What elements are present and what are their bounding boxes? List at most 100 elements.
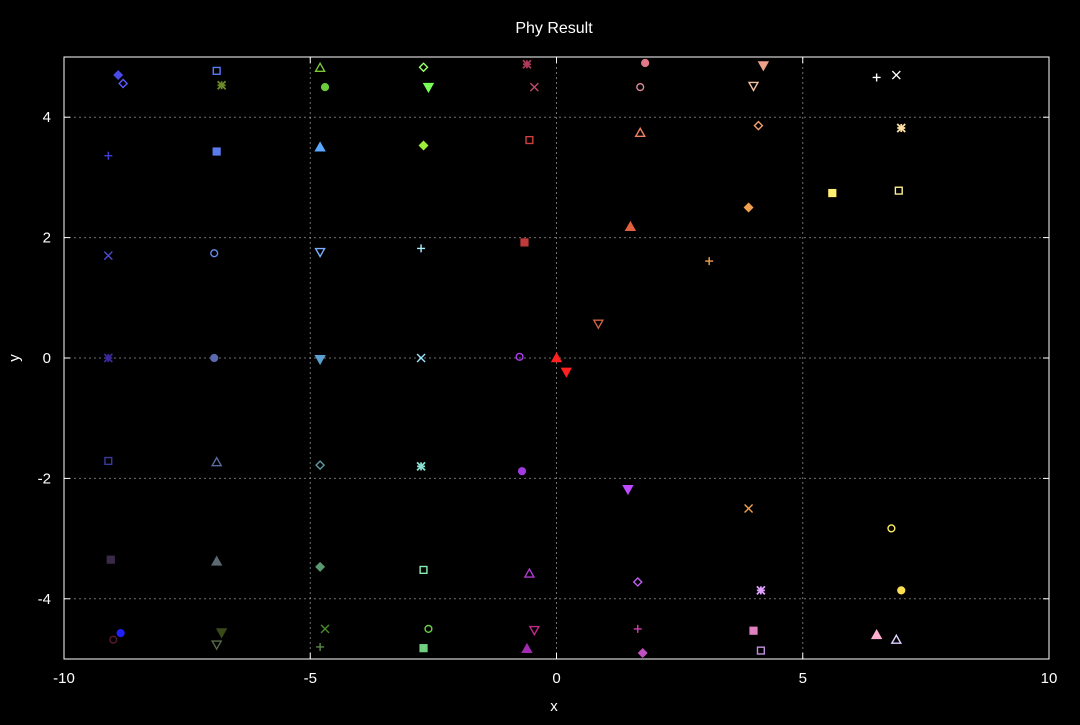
data-point	[314, 141, 326, 152]
point-marker	[624, 220, 637, 231]
x-axis-label: x	[550, 698, 558, 715]
y-tick-label: 2	[43, 230, 51, 247]
data-point	[897, 586, 906, 595]
point-marker	[520, 238, 529, 247]
data-point	[641, 58, 650, 68]
data-point	[215, 628, 228, 639]
data-point	[756, 646, 765, 655]
point-marker	[416, 353, 426, 363]
data-point	[216, 80, 227, 90]
point-marker	[315, 561, 326, 572]
y-tick-label: 0	[43, 350, 51, 367]
point-marker	[314, 61, 326, 73]
point-marker	[641, 58, 650, 68]
data-point	[872, 73, 881, 82]
point-marker	[757, 61, 770, 72]
data-point	[747, 81, 760, 92]
data-point	[320, 82, 330, 92]
data-point	[624, 220, 637, 231]
point-marker	[517, 467, 527, 476]
data-point	[210, 353, 219, 363]
data-point	[103, 251, 113, 261]
point-marker	[872, 73, 881, 82]
data-point	[756, 585, 766, 596]
point-marker	[418, 62, 429, 73]
data-point	[828, 188, 837, 198]
data-point	[887, 524, 896, 533]
point-marker	[622, 485, 634, 496]
point-marker	[109, 635, 118, 644]
data-point	[417, 244, 426, 253]
point-marker	[529, 82, 539, 92]
point-marker	[743, 202, 754, 213]
point-marker	[890, 633, 903, 644]
point-marker	[104, 456, 113, 466]
data-point	[106, 555, 115, 564]
point-marker	[419, 565, 428, 575]
data-point	[520, 238, 529, 247]
tick-labels: -10 -5 0 5 10 -4 -2 0 2 4	[38, 109, 1058, 687]
data-point	[870, 628, 883, 640]
point-marker	[210, 640, 223, 651]
point-marker	[637, 647, 648, 658]
data-point	[320, 624, 330, 634]
data-point	[314, 247, 326, 258]
point-marker	[212, 66, 221, 75]
point-marker	[521, 642, 533, 653]
data-point	[104, 456, 113, 466]
point-marker	[632, 576, 643, 587]
point-marker	[560, 367, 573, 378]
data-point	[416, 461, 426, 471]
chart-title: Phy Result	[515, 20, 593, 37]
data-point	[315, 460, 326, 471]
data-point	[419, 565, 428, 575]
data-point	[517, 467, 527, 476]
data-point	[104, 151, 113, 160]
data-point	[705, 257, 714, 266]
data-point	[210, 456, 223, 467]
x-tick-label: -10	[53, 670, 75, 687]
data-point	[424, 624, 433, 634]
point-marker	[118, 78, 129, 89]
data-point	[523, 567, 536, 578]
point-marker	[113, 70, 124, 81]
data-point	[116, 629, 125, 638]
data-point	[212, 66, 221, 75]
point-marker	[705, 257, 714, 266]
data-point	[753, 120, 764, 131]
point-marker	[870, 628, 883, 640]
data-point	[210, 249, 219, 258]
point-marker	[418, 140, 429, 151]
data-point	[529, 82, 539, 92]
data-point	[212, 147, 221, 156]
data-point	[316, 642, 325, 651]
x-tick-label: 10	[1041, 670, 1058, 687]
data-point	[522, 59, 532, 69]
point-marker	[887, 524, 896, 533]
y-axis-label: y	[6, 354, 23, 362]
point-marker	[633, 624, 642, 633]
point-marker	[897, 586, 906, 595]
data-point	[422, 82, 435, 94]
data-point	[521, 642, 533, 653]
point-marker	[103, 353, 113, 363]
point-marker	[749, 626, 758, 635]
data-point	[896, 123, 906, 133]
point-marker	[104, 151, 113, 160]
data-point	[622, 485, 634, 496]
point-marker	[210, 555, 223, 566]
point-marker	[416, 461, 426, 471]
point-marker	[896, 123, 906, 133]
data-point	[315, 561, 326, 572]
data-point	[210, 640, 223, 651]
point-marker	[550, 352, 563, 363]
point-marker	[747, 81, 760, 92]
point-marker	[215, 628, 228, 639]
data-point	[744, 504, 754, 513]
point-marker	[320, 624, 330, 634]
data-point	[636, 82, 645, 92]
point-marker	[522, 59, 532, 69]
point-marker	[210, 249, 219, 258]
